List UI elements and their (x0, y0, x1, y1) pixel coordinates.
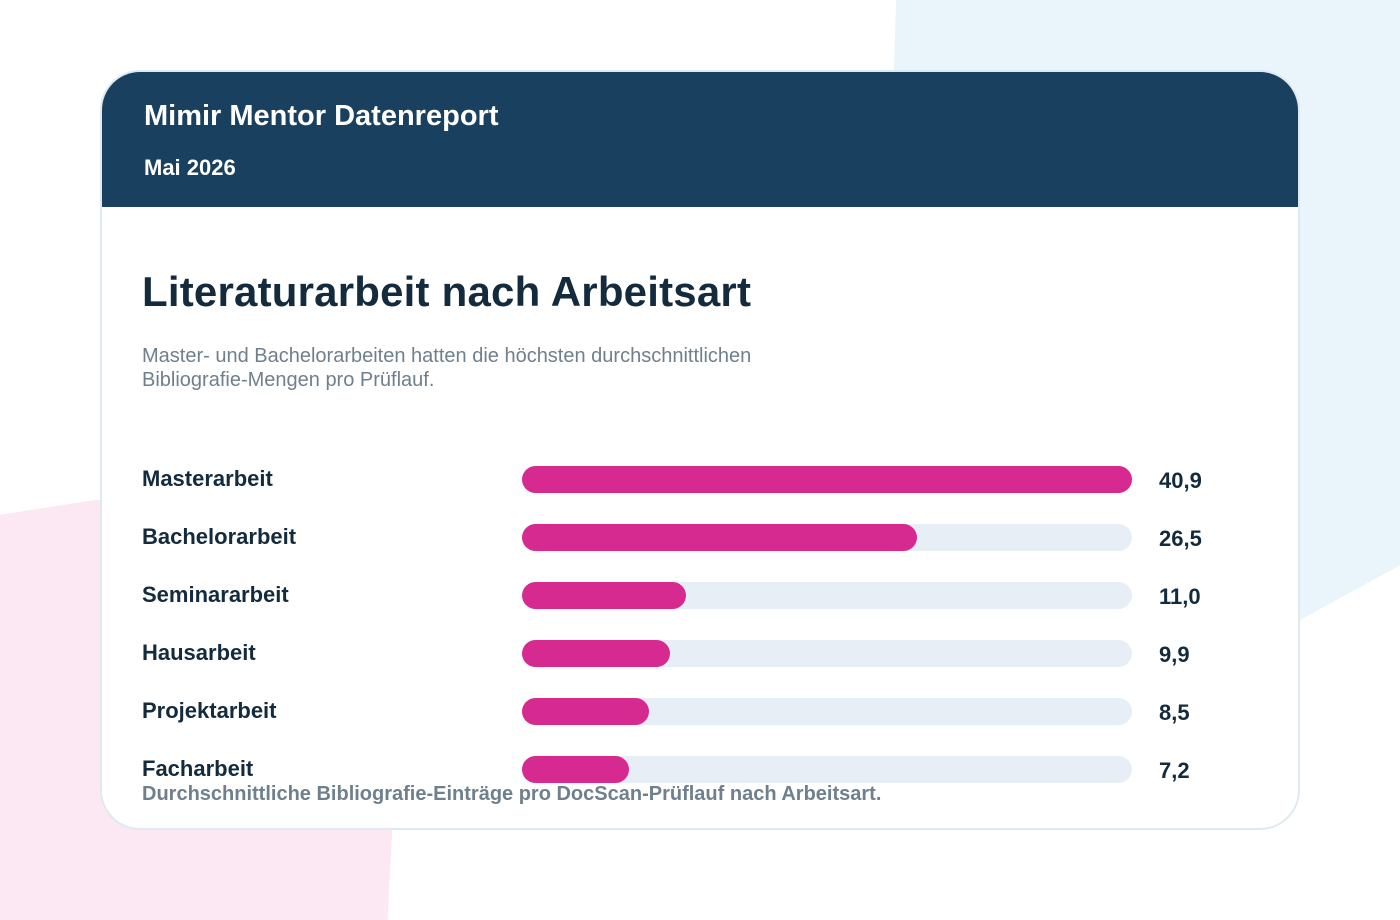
report-card: Mimir Mentor Datenreport Mai 2026 Litera… (100, 70, 1300, 830)
bar-label: Facharbeit (142, 756, 254, 781)
bar (522, 524, 917, 551)
report-date: Mai 2026 (144, 155, 236, 180)
chart-caption: Durchschnittliche Bibliografie-Einträge … (142, 783, 882, 805)
bar-value-label: 26,5 (1159, 526, 1202, 551)
bar-value-label: 7,2 (1159, 758, 1190, 783)
bar-label: Projektarbeit (142, 698, 277, 723)
bar-value-label: 11,0 (1159, 584, 1201, 609)
bar-track (522, 466, 1132, 493)
bar-track (522, 698, 1132, 725)
bar-track (522, 582, 1132, 609)
chart-subtitle: Master- und Bachelorarbeiten hatten die … (142, 345, 752, 391)
report-header: Mimir Mentor Datenreport Mai 2026 (102, 72, 1298, 207)
bar-value-label: 40,9 (1159, 468, 1202, 493)
brand-title: Mimir Mentor Datenreport (144, 100, 499, 132)
bar-label: Masterarbeit (142, 466, 273, 491)
bar (522, 640, 670, 667)
bar-chart: Masterarbeit 40,9 Bachelorarbeit 26,5 Semina… (102, 72, 1298, 828)
bar-value-label: 9,9 (1159, 642, 1190, 667)
bar-label: Hausarbeit (142, 640, 256, 665)
bar (522, 466, 1132, 493)
bar (522, 756, 629, 783)
bar (522, 582, 686, 609)
bar-value-label: 8,5 (1159, 700, 1190, 725)
bar (522, 698, 649, 725)
bar-track (522, 524, 1132, 551)
bar-label: Bachelorarbeit (142, 524, 297, 549)
bar-label: Seminararbeit (142, 582, 289, 607)
chart-title: Literaturarbeit nach Arbeitsart (142, 268, 752, 315)
bar-track (522, 756, 1132, 783)
bar-track (522, 640, 1132, 667)
